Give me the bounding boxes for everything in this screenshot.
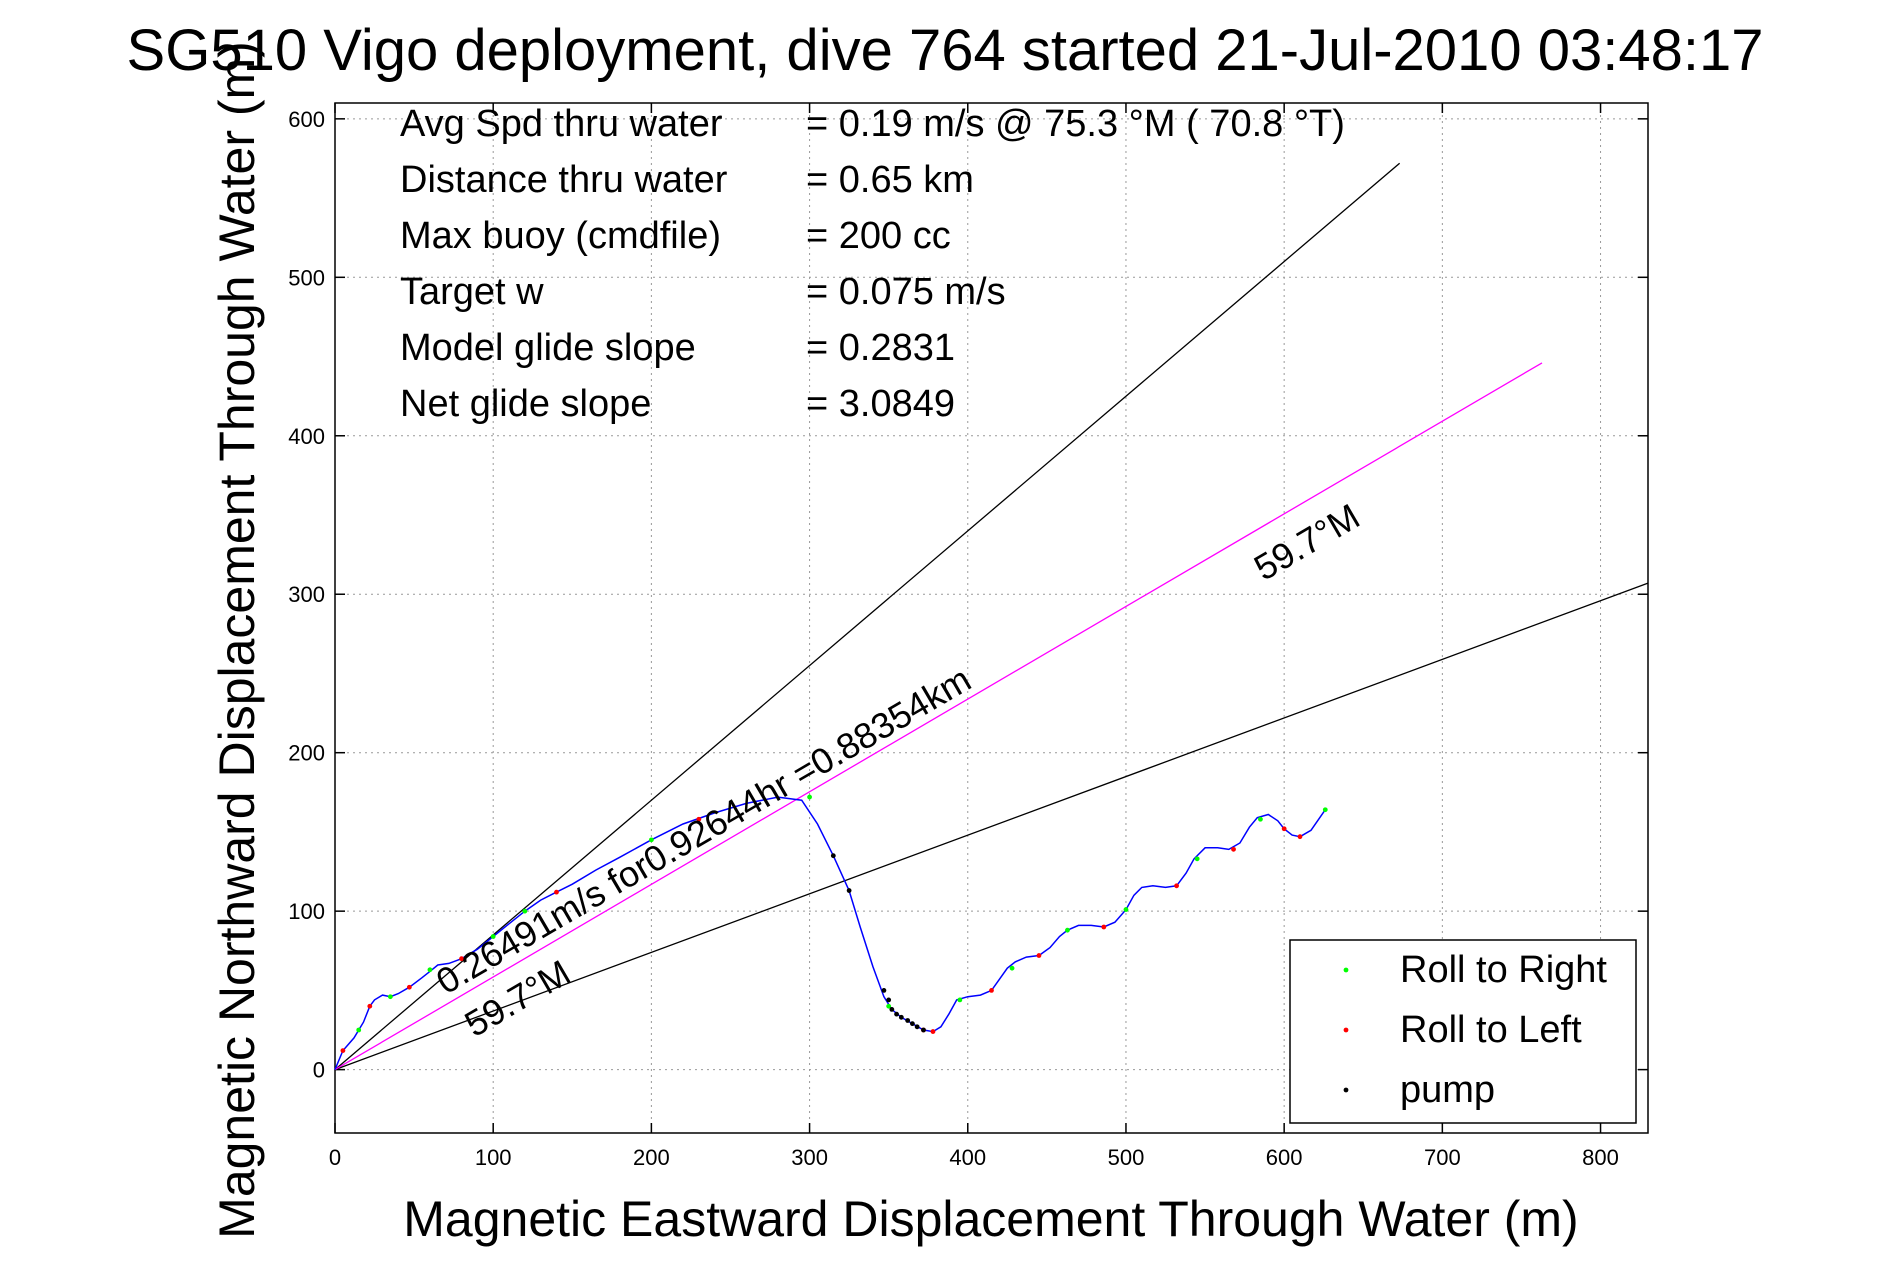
marker-pump xyxy=(846,888,852,893)
marker-roll_right xyxy=(1065,927,1070,933)
marker-roll_left xyxy=(1101,924,1107,930)
annotation-label: 59.7°M xyxy=(1247,495,1367,588)
legend-label: Roll to Left xyxy=(1400,1009,1582,1051)
x-tick-label: 400 xyxy=(949,1145,986,1170)
marker-roll_right xyxy=(1258,816,1263,822)
legend-marker xyxy=(1343,967,1349,973)
y-tick-label: 600 xyxy=(288,107,325,132)
y-tick-label: 500 xyxy=(288,265,325,290)
marker-roll_right xyxy=(1194,856,1200,862)
info-label: Avg Spd thru water xyxy=(400,103,723,145)
marker-roll_right xyxy=(490,934,496,939)
info-value: = 0.65 km xyxy=(806,159,974,201)
legend-label: pump xyxy=(1400,1069,1495,1111)
x-axis-label: Magnetic Eastward Displacement Through W… xyxy=(403,1191,1578,1247)
x-tick-label: 100 xyxy=(475,1145,512,1170)
legend-marker xyxy=(1343,1027,1349,1033)
marker-roll_right xyxy=(1009,965,1015,971)
reference-lines xyxy=(334,162,1649,1071)
marker-roll_right xyxy=(648,837,654,843)
x-tick-label: 600 xyxy=(1266,1145,1303,1170)
x-tick-label: 0 xyxy=(329,1145,341,1170)
marker-roll_left xyxy=(930,1029,936,1034)
marker-pump xyxy=(921,1027,926,1033)
marker-roll_right xyxy=(1123,907,1129,912)
marker-pump xyxy=(889,1007,895,1012)
marker-pump xyxy=(910,1021,915,1027)
reference-line xyxy=(334,162,1401,1071)
info-label: Model glide slope xyxy=(400,327,696,369)
track-series xyxy=(334,796,1326,1070)
annotations: 0.26491m/s for0.92644hr =0.88354km 59.7°M… xyxy=(429,495,1366,1045)
info-label: Net glide slope xyxy=(400,383,651,425)
marker-roll_left xyxy=(989,987,994,993)
marker-roll_left xyxy=(1231,846,1236,852)
y-tick-label: 400 xyxy=(288,424,325,449)
series-line-track xyxy=(334,796,1326,1070)
info-value: = 200 cc xyxy=(806,215,951,257)
marker-pump xyxy=(898,1014,904,1020)
marker-pump xyxy=(905,1018,911,1023)
legend-marker xyxy=(1343,1087,1349,1093)
y-tick-label: 200 xyxy=(288,741,325,766)
marker-roll_right xyxy=(387,994,393,1000)
marker-roll_left xyxy=(1281,826,1287,832)
marker-roll_right xyxy=(356,1027,362,1033)
marker-roll_left xyxy=(406,984,412,990)
x-tick-label: 200 xyxy=(633,1145,670,1170)
y-axis-label: Magnetic Northward Displacement Through … xyxy=(209,41,265,1239)
marker-roll_right xyxy=(807,794,812,800)
marker-pump xyxy=(830,853,836,859)
reference-line xyxy=(334,582,1649,1071)
x-tick-label: 300 xyxy=(791,1145,828,1170)
marker-roll_left xyxy=(1036,953,1042,958)
marker-roll_right xyxy=(1322,807,1328,813)
info-value: = 0.075 m/s xyxy=(806,271,1006,313)
x-tick-label: 500 xyxy=(1108,1145,1145,1170)
marker-pump xyxy=(914,1024,920,1030)
annotation-label: 0.26491m/s for0.92644hr =0.88354km xyxy=(429,658,978,1002)
y-tick-label: 0 xyxy=(313,1058,325,1083)
marker-roll_left xyxy=(1174,883,1179,889)
marker-pump xyxy=(881,987,887,993)
marker-roll_left xyxy=(340,1048,346,1053)
marker-roll_left xyxy=(459,956,464,962)
info-label: Max buoy (cmdfile) xyxy=(400,215,721,257)
info-block: Avg Spd thru water = 0.19 m/s @ 75.3 °M (… xyxy=(400,103,1345,425)
legend-label: Roll to Right xyxy=(1400,949,1607,991)
chart-title: SG510 Vigo deployment, dive 764 started … xyxy=(127,18,1764,83)
y-axis-ticks: 0 100 200 300 400 500 600 xyxy=(288,107,1648,1083)
marker-roll_left xyxy=(367,1003,373,1009)
y-tick-label: 100 xyxy=(288,899,325,924)
marker-roll_right xyxy=(522,908,528,914)
marker-roll_left xyxy=(554,889,559,895)
legend: Roll to Right Roll to Left pump xyxy=(1289,939,1637,1124)
info-label: Distance thru water xyxy=(400,159,728,201)
x-axis-ticks: 0 100 200 300 400 500 600 700 800 xyxy=(329,103,1619,1170)
reference-line xyxy=(334,362,1543,1071)
info-value: = 0.19 m/s @ 75.3 °M ( 70.8 °T) xyxy=(806,103,1345,145)
info-label: Target w xyxy=(400,271,544,313)
marker-pump xyxy=(886,997,892,1003)
plot-area-frame xyxy=(334,102,1649,1134)
x-tick-label: 700 xyxy=(1424,1145,1461,1170)
marker-roll_left xyxy=(696,816,702,822)
marker-roll_right xyxy=(957,997,963,1003)
info-value: = 0.2831 xyxy=(806,327,955,369)
x-tick-label: 800 xyxy=(1582,1145,1619,1170)
marker-roll_left xyxy=(1297,834,1303,840)
marker-roll_right xyxy=(427,967,433,973)
markers xyxy=(340,794,1328,1053)
info-value: = 3.0849 xyxy=(806,383,955,425)
y-tick-label: 300 xyxy=(288,582,325,607)
marker-pump xyxy=(894,1011,899,1017)
marker-roll_right xyxy=(886,1003,892,1009)
